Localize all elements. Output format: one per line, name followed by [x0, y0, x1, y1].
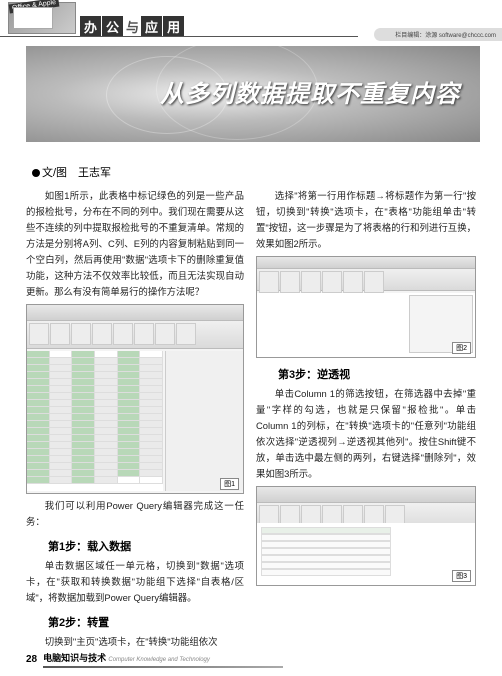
ribbon-button — [134, 323, 154, 345]
paragraph: 如图1所示，此表格中标记绿色的列是一些产品的报检批号，分布在不同的列中。我们现在… — [26, 188, 244, 300]
header-thumbnail: Office & Apple — [8, 2, 76, 34]
paragraph: 单击数据区域任一单元格，切换到"数据"选项卡，在"获取和转换数据"功能组下选择"… — [26, 558, 244, 606]
ribbon-button — [301, 271, 321, 293]
figure-label: 图2 — [452, 342, 471, 354]
footer-title-cn: 电脑知识与技术 — [43, 653, 106, 663]
bullet-icon — [32, 169, 40, 177]
cat-char: 与 — [126, 17, 139, 36]
figure-2-screenshot: 图2 — [256, 256, 476, 358]
step-heading: 第2步：转置 — [26, 614, 244, 630]
page-footer: 28 电脑知识与技术 Computer Knowledge and Techno… — [26, 651, 283, 668]
category-bar: 办 公 与 应 用 — [80, 16, 185, 36]
cat-char: 办 — [80, 16, 101, 37]
article-title: 从多列数据提取不重复内容 — [160, 74, 460, 109]
screenshot-ribbon — [257, 269, 475, 291]
paragraph: 我们可以利用Power Query编辑器完成这一任务： — [26, 498, 244, 530]
right-column: 选择"将第一行用作标题→将标题作为第一行"按钮，切换到"转换"选项卡，在"表格"… — [256, 188, 476, 590]
ribbon-button — [92, 323, 112, 345]
step-heading: 第1步：载入数据 — [26, 538, 244, 554]
left-column: 如图1所示，此表格中标记绿色的列是一些产品的报检批号，分布在不同的列中。我们现在… — [26, 188, 244, 650]
cat-char: 用 — [163, 16, 184, 37]
author-byline: 文/图 王志军 — [32, 164, 111, 180]
ribbon-button — [364, 271, 384, 293]
hero-banner: 从多列数据提取不重复内容 — [26, 46, 480, 142]
ribbon-button — [50, 323, 70, 345]
figure-3-screenshot: 图3 — [256, 486, 476, 586]
step-heading: 第3步：逆透视 — [256, 366, 476, 382]
page-number: 28 — [26, 654, 37, 665]
ribbon-button — [71, 323, 91, 345]
ribbon-button — [29, 323, 49, 345]
paragraph: 单击Column 1的筛选按钮，在筛选器中去掉"重量"字样的勾选，也就是只保留"… — [256, 386, 476, 482]
editor-area — [257, 293, 475, 357]
ribbon-button — [322, 271, 342, 293]
result-table — [261, 527, 391, 576]
ribbon-button — [113, 323, 133, 345]
figure-label: 图1 — [220, 478, 239, 490]
paragraph: 切换到"主页"选项卡，在"转换"功能组依次 — [26, 634, 244, 650]
page-header: Office & Apple 办 公 与 应 用 栏目编辑：涂源 softwar… — [0, 0, 502, 38]
spreadsheet-grid — [27, 351, 163, 491]
spreadsheet-sidepanel — [165, 351, 243, 491]
thumbnail-monitor — [13, 7, 53, 29]
cat-char: 应 — [141, 16, 162, 37]
ribbon-button — [343, 271, 363, 293]
ribbon-button — [155, 323, 175, 345]
screenshot-titlebar — [257, 487, 475, 503]
header-contact: 栏目编辑：涂源 software@chccc.com — [374, 28, 502, 41]
screenshot-ribbon — [27, 321, 243, 349]
screenshot-titlebar — [257, 257, 475, 269]
paragraph: 选择"将第一行用作标题→将标题作为第一行"按钮，切换到"转换"选项卡，在"表格"… — [256, 188, 476, 252]
ribbon-button — [176, 323, 196, 345]
footer-title-en: Computer Knowledge and Technology — [108, 657, 210, 663]
editor-area — [257, 523, 475, 585]
header-divider — [0, 36, 358, 37]
screenshot-titlebar — [27, 305, 243, 321]
cat-char: 公 — [102, 16, 123, 37]
ribbon-button — [259, 271, 279, 293]
footer-divider — [43, 666, 283, 668]
author-text: 文/图 王志军 — [42, 167, 111, 179]
figure-1-screenshot: 图1 — [26, 304, 244, 494]
ribbon-button — [280, 271, 300, 293]
figure-label: 图3 — [452, 570, 471, 582]
